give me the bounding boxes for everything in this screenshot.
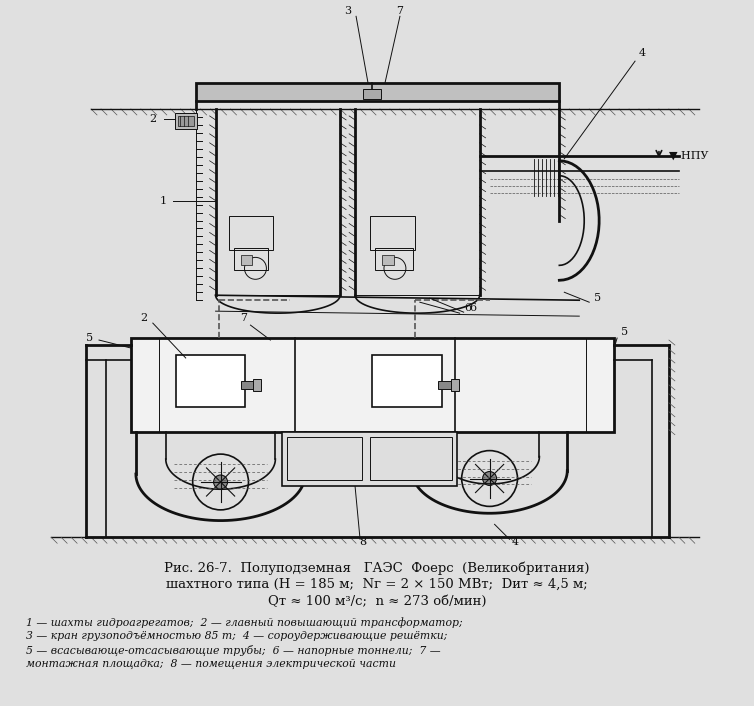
Text: Рис. 26-7.  Полуподземная   ГАЭС  Фоерс  (Великобритания): Рис. 26-7. Полуподземная ГАЭС Фоерс (Вел…: [164, 561, 590, 575]
Bar: [253, 379, 262, 391]
Text: 3: 3: [345, 6, 351, 16]
Bar: [375, 249, 413, 270]
Bar: [241, 381, 254, 389]
Text: 7: 7: [240, 313, 247, 323]
Text: 1 — шахты гидроагрегатов;  2 — главный повышающий трансформатор;: 1 — шахты гидроагрегатов; 2 — главный по…: [26, 617, 463, 628]
Text: ▼ НПУ: ▼ НПУ: [669, 151, 709, 161]
Bar: [370, 437, 452, 481]
Text: 6: 6: [464, 303, 471, 313]
Bar: [382, 256, 394, 265]
Bar: [234, 249, 268, 270]
Bar: [196, 83, 559, 101]
Bar: [363, 89, 381, 99]
Text: 3 — кран грузоподъёмностью 85 т;  4 — сороудерживающие решётки;: 3 — кран грузоподъёмностью 85 т; 4 — сор…: [26, 631, 448, 641]
Text: шахтного типа (H = 185 м;  Nг = 2 × 150 МВт;  Dит ≈ 4,5 м;: шахтного типа (H = 185 м; Nг = 2 × 150 М…: [166, 578, 588, 591]
Text: 4: 4: [639, 48, 645, 58]
Bar: [451, 379, 458, 391]
Bar: [178, 116, 194, 126]
Bar: [131, 338, 614, 431]
Bar: [438, 381, 452, 389]
Text: 5: 5: [593, 293, 601, 303]
Text: 2: 2: [140, 313, 148, 323]
Bar: [287, 437, 362, 481]
Text: монтажная площадка;  8 — помещения электрической части: монтажная площадка; 8 — помещения электр…: [26, 659, 397, 669]
Circle shape: [411, 381, 418, 389]
Bar: [175, 113, 197, 129]
Text: 2: 2: [149, 114, 156, 124]
Bar: [241, 256, 253, 265]
Circle shape: [483, 472, 497, 486]
Text: 5: 5: [621, 327, 627, 337]
Text: 5: 5: [85, 333, 93, 343]
Bar: [372, 355, 442, 407]
Text: 5 — всасывающе-отсасывающие трубы;  6 — напорные тоннели;  7 —: 5 — всасывающе-отсасывающие трубы; 6 — н…: [26, 645, 441, 656]
Text: 7: 7: [397, 6, 403, 16]
Circle shape: [215, 381, 222, 389]
Text: 4: 4: [512, 537, 519, 547]
Text: 1: 1: [159, 196, 167, 205]
Bar: [282, 431, 457, 486]
Bar: [228, 215, 274, 251]
Text: 6: 6: [469, 303, 477, 313]
Text: Qт ≈ 100 м³/с;  n ≈ 273 об/мин): Qт ≈ 100 м³/с; n ≈ 273 об/мин): [268, 595, 486, 608]
Bar: [176, 355, 246, 407]
Circle shape: [213, 475, 228, 489]
Bar: [370, 215, 415, 251]
Text: 8: 8: [360, 537, 366, 547]
